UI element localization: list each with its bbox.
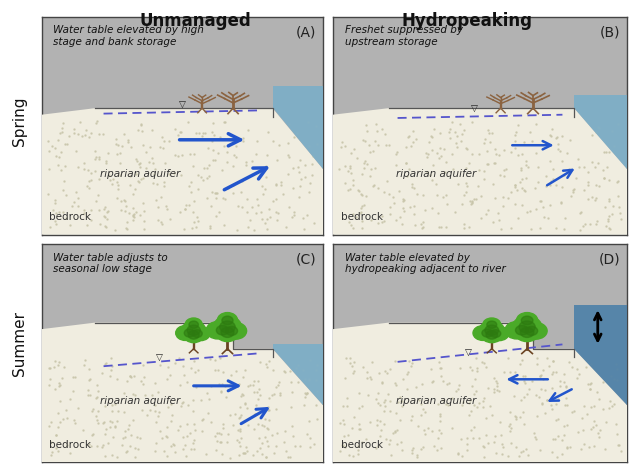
Polygon shape xyxy=(273,244,323,349)
Circle shape xyxy=(182,321,205,339)
Polygon shape xyxy=(42,244,97,323)
Circle shape xyxy=(485,325,499,335)
Circle shape xyxy=(516,312,538,328)
Text: bedrock: bedrock xyxy=(341,212,383,222)
Text: riparian aquifer: riparian aquifer xyxy=(396,169,476,179)
Text: ▽: ▽ xyxy=(465,349,472,358)
Text: Water table adjusts to
seasonal low stage: Water table adjusts to seasonal low stag… xyxy=(53,253,168,274)
Text: Water table elevated by
hydropeaking adjacent to river: Water table elevated by hydropeaking adj… xyxy=(344,253,506,274)
Text: (A): (A) xyxy=(296,25,317,39)
Circle shape xyxy=(213,316,241,338)
Text: bedrock: bedrock xyxy=(341,440,383,450)
Polygon shape xyxy=(273,17,323,108)
Text: ▽: ▽ xyxy=(156,354,163,363)
Circle shape xyxy=(192,327,210,341)
Circle shape xyxy=(206,321,229,339)
Polygon shape xyxy=(574,17,627,108)
Polygon shape xyxy=(42,17,97,108)
Text: riparian aquifer: riparian aquifer xyxy=(396,396,476,406)
Polygon shape xyxy=(333,323,627,462)
Circle shape xyxy=(490,327,509,341)
Polygon shape xyxy=(574,305,627,405)
Circle shape xyxy=(515,323,540,342)
Circle shape xyxy=(188,330,199,339)
Circle shape xyxy=(216,323,239,342)
Circle shape xyxy=(481,327,502,343)
Circle shape xyxy=(487,321,497,328)
Circle shape xyxy=(505,321,529,339)
Circle shape xyxy=(515,326,529,335)
Circle shape xyxy=(519,321,535,333)
Text: (C): (C) xyxy=(296,253,317,267)
Text: (D): (D) xyxy=(599,253,620,267)
Text: riparian aquifer: riparian aquifer xyxy=(100,396,180,406)
Circle shape xyxy=(483,318,500,331)
Text: ▽: ▽ xyxy=(179,101,186,110)
Circle shape xyxy=(184,327,204,343)
Polygon shape xyxy=(42,331,323,462)
Text: Freshet suppressed by
upstream storage: Freshet suppressed by upstream storage xyxy=(344,25,463,47)
Polygon shape xyxy=(42,323,323,462)
Circle shape xyxy=(216,326,228,335)
Text: bedrock: bedrock xyxy=(49,440,91,450)
Text: ▽: ▽ xyxy=(470,105,477,114)
Polygon shape xyxy=(574,244,627,349)
Polygon shape xyxy=(333,17,390,108)
Circle shape xyxy=(222,316,233,325)
Circle shape xyxy=(192,330,202,337)
Text: (B): (B) xyxy=(599,25,620,39)
Circle shape xyxy=(520,328,534,337)
Polygon shape xyxy=(273,345,323,405)
Text: Unmanaged: Unmanaged xyxy=(140,12,251,30)
Circle shape xyxy=(473,326,493,340)
Text: Spring: Spring xyxy=(12,96,27,146)
Circle shape xyxy=(185,318,202,331)
Text: Hydropeaking: Hydropeaking xyxy=(402,12,532,30)
Circle shape xyxy=(221,328,234,337)
Circle shape xyxy=(513,316,542,338)
Circle shape xyxy=(187,325,200,335)
Circle shape xyxy=(225,323,246,339)
Polygon shape xyxy=(333,117,627,235)
Circle shape xyxy=(176,326,195,340)
Circle shape xyxy=(525,323,547,339)
Circle shape xyxy=(189,321,198,328)
Polygon shape xyxy=(42,108,323,235)
Circle shape xyxy=(220,321,236,333)
Circle shape xyxy=(226,326,237,336)
Circle shape xyxy=(184,329,195,337)
Text: riparian aquifer: riparian aquifer xyxy=(100,169,180,179)
Polygon shape xyxy=(273,86,323,169)
Circle shape xyxy=(486,330,497,339)
Polygon shape xyxy=(333,331,627,462)
Polygon shape xyxy=(333,244,390,323)
Circle shape xyxy=(525,326,538,336)
Polygon shape xyxy=(42,117,323,235)
Polygon shape xyxy=(574,95,627,169)
Circle shape xyxy=(490,330,500,337)
Circle shape xyxy=(521,316,533,325)
Text: Water table elevated by high
stage and bank storage: Water table elevated by high stage and b… xyxy=(53,25,204,47)
Circle shape xyxy=(479,321,504,339)
Text: bedrock: bedrock xyxy=(49,212,91,222)
Circle shape xyxy=(482,329,493,337)
Polygon shape xyxy=(333,108,627,235)
Text: Summer: Summer xyxy=(12,311,27,376)
Circle shape xyxy=(218,312,237,328)
